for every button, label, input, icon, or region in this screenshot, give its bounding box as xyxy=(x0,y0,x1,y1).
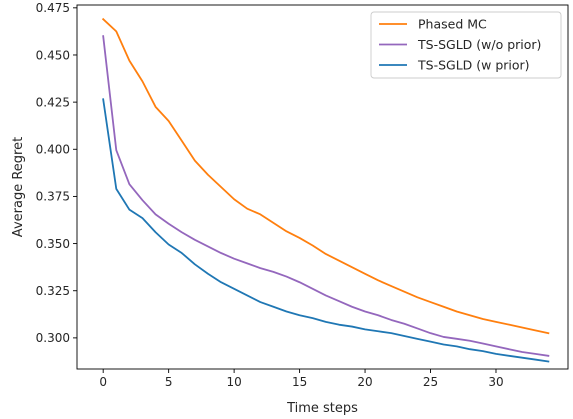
legend-box xyxy=(370,11,562,79)
y-tick-label: 0.300 xyxy=(36,331,70,345)
y-axis-label: Average Regret xyxy=(11,137,26,237)
x-tick-label: 30 xyxy=(488,375,503,389)
y-tick-label: 0.350 xyxy=(36,237,70,251)
legend-label-1: Phased MC xyxy=(418,17,487,32)
y-tick-label: 0.425 xyxy=(36,95,70,109)
x-axis-label: Time steps xyxy=(286,401,358,416)
legend: Phased MC TS-SGLD (w/o prior) TS-SGLD (w p… xyxy=(370,11,562,79)
series-layer xyxy=(101,17,550,363)
y-tick-label: 0.475 xyxy=(36,1,70,15)
x-tick-label: 15 xyxy=(292,375,307,389)
y-tick-label: 0.325 xyxy=(36,284,70,298)
x-tick-label: 10 xyxy=(226,375,241,389)
x-tick-label: 5 xyxy=(165,375,173,389)
x-tick-label: 0 xyxy=(99,375,107,389)
axes-frame xyxy=(76,4,569,370)
series-line-2 xyxy=(102,35,550,357)
x-axis-ticks: 0 5 10 15 20 25 30 xyxy=(99,369,504,389)
x-tick-label: 25 xyxy=(423,375,438,389)
y-axis-ticks: 0.300 0.325 0.350 0.375 0.400 0.425 0.450 0.475 xyxy=(36,1,77,345)
y-tick-label: 0.375 xyxy=(36,190,70,204)
y-tick-label: 0.450 xyxy=(36,48,70,62)
series-line-1 xyxy=(101,17,550,335)
legend-label-2: TS-SGLD (w/o prior) xyxy=(417,37,541,52)
legend-label-3: TS-SGLD (w prior) xyxy=(417,58,530,73)
series-line-3 xyxy=(102,98,550,363)
x-tick-label: 20 xyxy=(357,375,372,389)
y-tick-label: 0.400 xyxy=(36,143,70,157)
